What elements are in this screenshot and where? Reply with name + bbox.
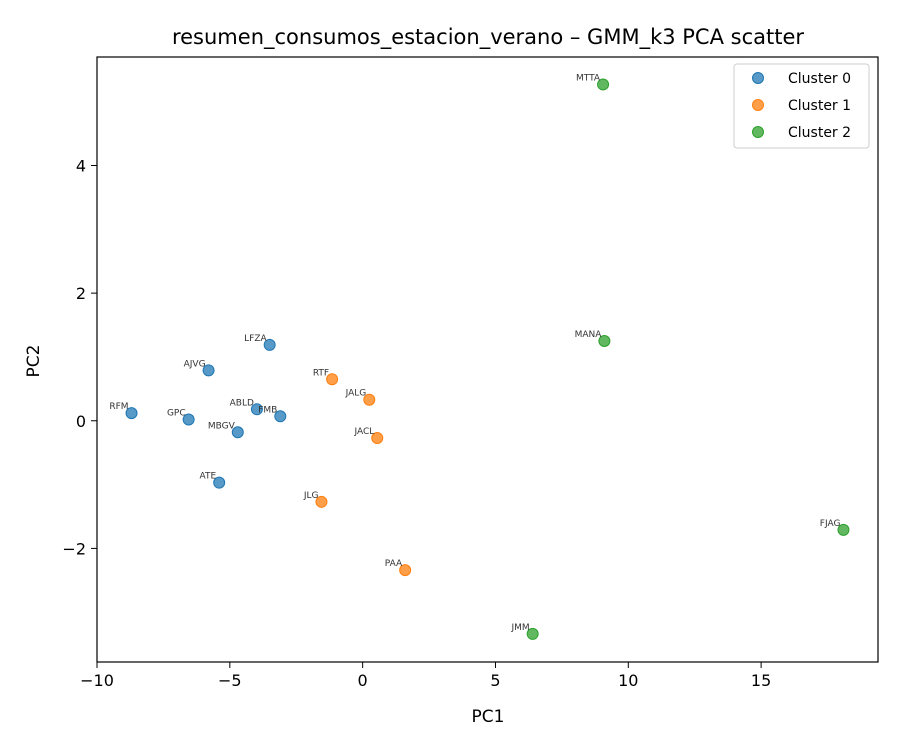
- legend-marker: [752, 99, 764, 111]
- data-point: [182, 413, 195, 426]
- y-tick-label: 4: [76, 156, 86, 175]
- y-tick-label: 2: [76, 284, 86, 303]
- point-label: LFZA: [244, 334, 267, 344]
- data-point: [598, 334, 611, 347]
- point-label: FMB: [258, 405, 277, 415]
- data-point: [315, 495, 328, 508]
- x-tick-label: 0: [358, 671, 368, 690]
- data-point: [399, 564, 412, 577]
- data-point: [837, 523, 850, 536]
- data-point: [326, 373, 339, 386]
- data-point: [263, 338, 276, 351]
- chart-title: resumen_consumos_estacion_verano – GMM_k…: [172, 25, 804, 50]
- data-point: [274, 410, 287, 423]
- point-label: AJVG: [184, 359, 206, 369]
- data-point: [213, 476, 226, 489]
- legend-entry: Cluster 0: [788, 71, 851, 87]
- point-label: JACL: [353, 427, 374, 437]
- data-point: [526, 627, 539, 640]
- x-tick-label: 15: [751, 671, 771, 690]
- legend: Cluster 0 Cluster 1 Cluster 2: [733, 63, 870, 149]
- point-label: FJAG: [820, 519, 841, 529]
- legend-entry: Cluster 2: [788, 125, 851, 141]
- axis-ticks: −10 −5 0 5 10 15 −2 0 2 4: [62, 156, 771, 690]
- point-label: RTF: [313, 368, 329, 378]
- point-label: GPC: [167, 408, 186, 418]
- point-label: MANA: [575, 330, 603, 340]
- legend-marker: [752, 72, 764, 84]
- legend-marker: [752, 126, 764, 138]
- point-label: PAA: [385, 559, 403, 569]
- data-point: [202, 364, 215, 377]
- x-tick-label: −5: [218, 671, 242, 690]
- plot-frame: [96, 56, 879, 663]
- point-label: ATE: [200, 472, 217, 482]
- y-axis-label: PC2: [24, 345, 44, 378]
- data-point: [371, 431, 384, 444]
- y-tick-label: −2: [62, 539, 86, 558]
- point-label: JALG: [345, 389, 367, 399]
- data-point: [250, 403, 263, 416]
- legend-box: [733, 63, 870, 149]
- data-point: [125, 407, 138, 420]
- point-label: MBGV: [208, 421, 236, 431]
- point-label: MTTA: [576, 73, 601, 83]
- y-tick-label: 0: [76, 412, 86, 431]
- x-tick-label: −10: [80, 671, 114, 690]
- data-points: RFM GPC AJVG ATE MBGV ABLD LFZA FMB RTF JLG JALG JA…: [109, 73, 850, 640]
- x-tick-label: 10: [618, 671, 638, 690]
- x-axis-label: PC1: [472, 707, 505, 727]
- data-point: [597, 78, 610, 91]
- data-point: [231, 426, 244, 439]
- x-tick-label: 5: [490, 671, 500, 690]
- point-label: JLG: [303, 491, 319, 501]
- legend-entry: Cluster 1: [788, 98, 851, 114]
- data-point: [363, 393, 376, 406]
- point-label: ABLD: [230, 398, 254, 408]
- point-label: RFM: [109, 402, 128, 412]
- point-label: JMM: [510, 623, 529, 633]
